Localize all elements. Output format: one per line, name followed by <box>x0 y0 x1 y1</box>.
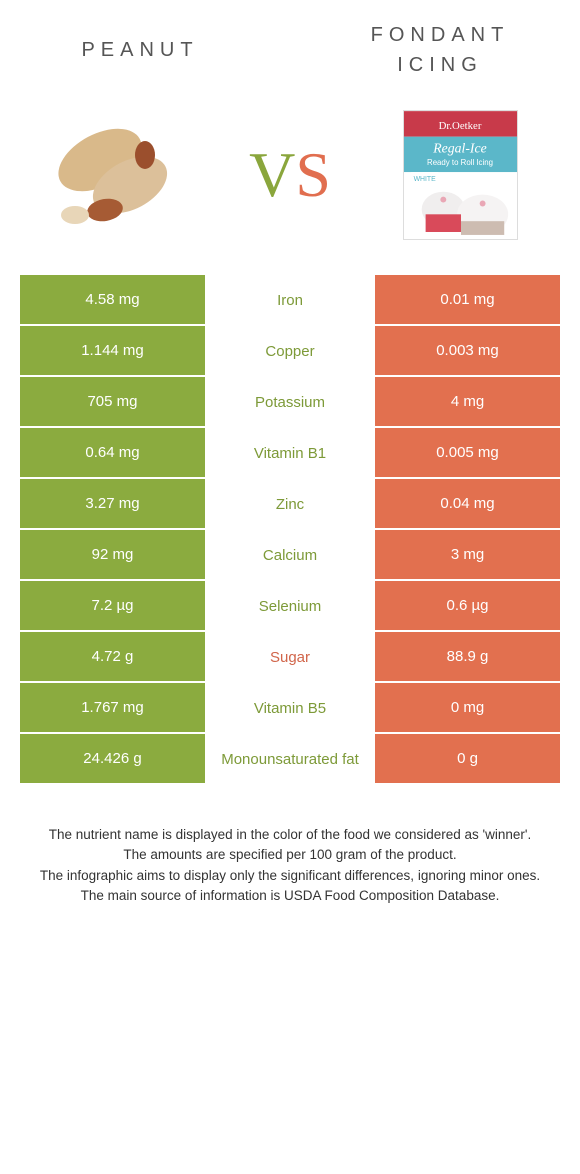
table-row: 24.426 gMonounsaturated fat0 g <box>20 734 560 785</box>
table-row: 0.64 mgVitamin B10.005 mg <box>20 428 560 479</box>
cell-nutrient: Vitamin B5 <box>205 683 375 734</box>
cell-right: 3 mg <box>375 530 560 581</box>
footnote-line: The infographic aims to display only the… <box>30 866 550 886</box>
svg-text:WHITE: WHITE <box>413 176 436 183</box>
cell-left: 4.58 mg <box>20 275 205 326</box>
cell-nutrient: Monounsaturated fat <box>205 734 375 785</box>
cell-left: 24.426 g <box>20 734 205 785</box>
cell-right: 0.003 mg <box>375 326 560 377</box>
cell-right: 0.6 µg <box>375 581 560 632</box>
cell-right: 0.005 mg <box>375 428 560 479</box>
peanut-icon <box>45 115 195 235</box>
cell-nutrient: Vitamin B1 <box>205 428 375 479</box>
cell-right: 0.01 mg <box>375 275 560 326</box>
table-row: 3.27 mgZinc0.04 mg <box>20 479 560 530</box>
fondant-icon: Dr.Oetker Regal-Ice Ready to Roll Icing … <box>403 110 518 240</box>
vs-s: S <box>295 139 331 210</box>
hero-row: VS Dr.Oetker Regal-Ice Ready to Roll Ici… <box>20 110 560 240</box>
header-right-line2: icing <box>397 54 483 76</box>
cell-nutrient: Calcium <box>205 530 375 581</box>
cell-right: 0 mg <box>375 683 560 734</box>
cell-nutrient: Potassium <box>205 377 375 428</box>
vs-label: VS <box>220 138 360 212</box>
table-row: 1.767 mgVitamin B50 mg <box>20 683 560 734</box>
cell-left: 0.64 mg <box>20 428 205 479</box>
svg-text:Dr.Oetker: Dr.Oetker <box>438 120 481 132</box>
cell-left: 92 mg <box>20 530 205 581</box>
cell-left: 4.72 g <box>20 632 205 683</box>
cell-nutrient: Iron <box>205 275 375 326</box>
footnote-line: The main source of information is USDA F… <box>30 886 550 906</box>
svg-text:Regal-Ice: Regal-Ice <box>432 140 486 155</box>
footnote-line: The amounts are specified per 100 gram o… <box>30 845 550 865</box>
table-row: 4.58 mgIron0.01 mg <box>20 275 560 326</box>
svg-text:Ready to Roll Icing: Ready to Roll Icing <box>427 158 493 167</box>
footnote-line: The nutrient name is displayed in the co… <box>30 825 550 845</box>
header-right: Fondant icing <box>320 20 560 80</box>
vs-v: V <box>249 139 295 210</box>
cell-nutrient: Selenium <box>205 581 375 632</box>
cell-nutrient: Copper <box>205 326 375 377</box>
table-row: 4.72 gSugar88.9 g <box>20 632 560 683</box>
comparison-table: 4.58 mgIron0.01 mg1.144 mgCopper0.003 mg… <box>20 275 560 785</box>
cell-left: 705 mg <box>20 377 205 428</box>
hero-right: Dr.Oetker Regal-Ice Ready to Roll Icing … <box>360 110 560 240</box>
cell-nutrient: Sugar <box>205 632 375 683</box>
cell-right: 88.9 g <box>375 632 560 683</box>
header-row: Peanut Fondant icing <box>20 20 560 80</box>
hero-left <box>20 115 220 235</box>
table-row: 705 mgPotassium4 mg <box>20 377 560 428</box>
table-row: 1.144 mgCopper0.003 mg <box>20 326 560 377</box>
cell-right: 0.04 mg <box>375 479 560 530</box>
header-left: Peanut <box>20 39 260 62</box>
header-right-line1: Fondant <box>371 24 510 46</box>
cell-left: 1.144 mg <box>20 326 205 377</box>
footnotes: The nutrient name is displayed in the co… <box>20 825 560 906</box>
cell-left: 1.767 mg <box>20 683 205 734</box>
table-row: 7.2 µgSelenium0.6 µg <box>20 581 560 632</box>
cell-right: 4 mg <box>375 377 560 428</box>
table-row: 92 mgCalcium3 mg <box>20 530 560 581</box>
cell-right: 0 g <box>375 734 560 785</box>
cell-nutrient: Zinc <box>205 479 375 530</box>
cell-left: 3.27 mg <box>20 479 205 530</box>
cell-left: 7.2 µg <box>20 581 205 632</box>
